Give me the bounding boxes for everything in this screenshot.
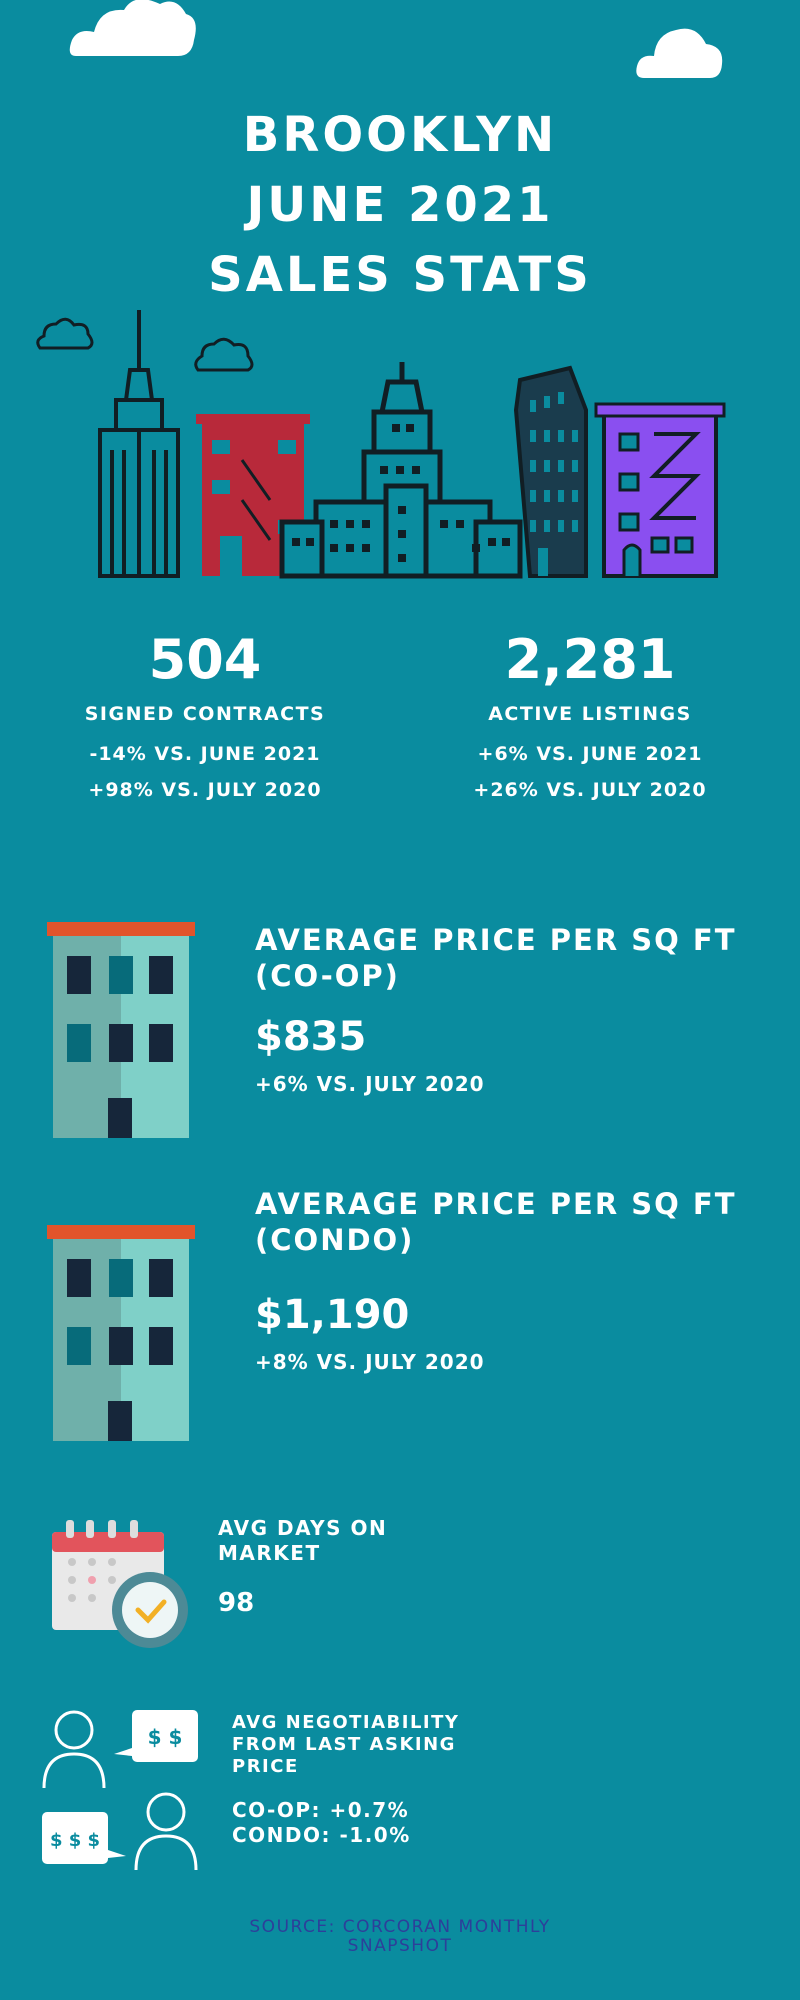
- source-line1: SOURCE: CORCORAN MONTHLY: [249, 1917, 551, 1937]
- listings-vs-month: +6% VS. JUNE 2021: [477, 743, 703, 765]
- days-heading-line2: MARKET: [218, 1541, 321, 1565]
- contracts-value: 504: [148, 628, 262, 691]
- contracts-vs-month: -14% VS. JUNE 2021: [89, 743, 321, 765]
- coop-heading-line2: (CO-OP): [255, 959, 400, 993]
- contracts-label: SIGNED CONTRACTS: [84, 703, 326, 725]
- bubble-bottom-text: $ $ $: [50, 1830, 100, 1851]
- building-icon: [47, 922, 195, 1138]
- listings-stat: 2,281 ACTIVE LISTINGS +6% VS. JUNE 2021 …: [445, 628, 735, 801]
- days-value: 98: [218, 1588, 255, 1618]
- negotiability-heading-line1: AVG NEGOTIABILITY: [232, 1712, 460, 1733]
- condo-section: AVERAGE PRICE PER SQ FT (CONDO) $1,190 +…: [255, 1186, 775, 1374]
- condo-heading-line2: (CONDO): [255, 1223, 415, 1257]
- title-line-1: BROOKLYN: [242, 107, 558, 163]
- page-title: BROOKLYN JUNE 2021 SALES STATS: [0, 100, 800, 310]
- coop-section: AVERAGE PRICE PER SQ FT (CO-OP) $835 +6%…: [255, 922, 775, 1096]
- title-line-2: JUNE 2021: [246, 177, 554, 233]
- title-line-3: SALES STATS: [208, 247, 592, 303]
- building-icon: [47, 1225, 195, 1441]
- negotiability-section: AVG NEGOTIABILITY FROM LAST ASKING PRICE…: [232, 1712, 552, 1848]
- days-section: AVG DAYS ON MARKET 98: [218, 1516, 518, 1618]
- negotiability-coop: CO-OP: +0.7%: [232, 1798, 410, 1822]
- cloud-icon: [69, 0, 196, 56]
- days-heading-line1: AVG DAYS ON: [218, 1516, 388, 1540]
- skyline-illustration: [36, 310, 726, 579]
- listings-label: ACTIVE LISTINGS: [488, 703, 692, 725]
- negotiability-condo: CONDO: -1.0%: [232, 1823, 411, 1847]
- cloud-icon: [636, 28, 723, 78]
- source-note: SOURCE: CORCORAN MONTHLY SNAPSHOT: [0, 1918, 800, 1956]
- coop-heading-line1: AVERAGE PRICE PER SQ FT: [255, 923, 737, 957]
- negotiability-heading-line2: FROM LAST ASKING: [232, 1734, 456, 1755]
- coop-price: $835: [255, 1014, 367, 1060]
- contracts-stat: 504 SIGNED CONTRACTS -14% VS. JUNE 2021 …: [60, 628, 350, 801]
- coop-change: +6% VS. JULY 2020: [255, 1072, 485, 1096]
- contracts-vs-year: +98% VS. JULY 2020: [88, 779, 322, 801]
- negotiation-icon: $ $ $ $ $: [42, 1710, 198, 1870]
- condo-heading-line1: AVERAGE PRICE PER SQ FT: [255, 1187, 737, 1221]
- negotiability-heading-line3: PRICE: [232, 1756, 299, 1777]
- condo-change: +8% VS. JULY 2020: [255, 1350, 485, 1374]
- bubble-top-text: $ $: [148, 1725, 183, 1749]
- source-line2: SNAPSHOT: [347, 1936, 453, 1956]
- condo-price: $1,190: [255, 1292, 410, 1338]
- calendar-clock-icon: [52, 1520, 188, 1648]
- listings-value: 2,281: [504, 628, 676, 691]
- listings-vs-year: +26% VS. JULY 2020: [473, 779, 707, 801]
